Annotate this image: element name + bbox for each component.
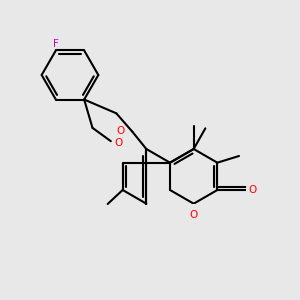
Text: O: O (115, 138, 123, 148)
Text: F: F (53, 39, 59, 49)
Text: O: O (117, 126, 125, 136)
Text: O: O (190, 210, 198, 220)
Text: O: O (249, 185, 257, 195)
